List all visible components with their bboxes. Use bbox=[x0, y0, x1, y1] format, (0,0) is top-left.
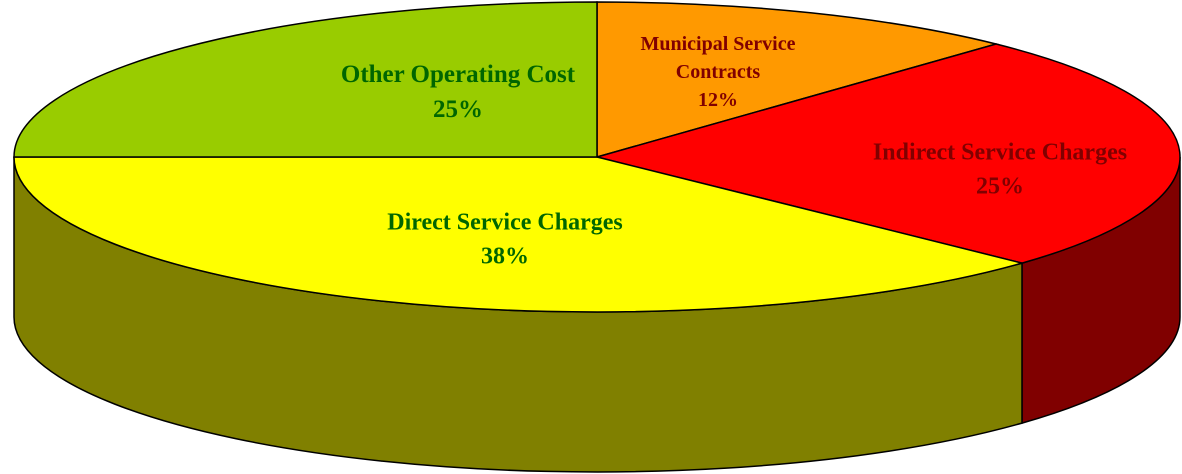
slice-value: 25% bbox=[433, 96, 483, 123]
slice-value: 25% bbox=[976, 173, 1024, 199]
slice-name: Direct Service Charges bbox=[387, 209, 623, 236]
slice-value: 38% bbox=[481, 243, 529, 269]
pie-slice bbox=[13, 156, 1025, 313]
slice-label: Direct Service Charges 38% bbox=[375, 206, 635, 273]
pie-slice bbox=[594, 43, 1181, 264]
slice-label: Other Operating Cost 25% bbox=[308, 57, 608, 127]
slice-label: Indirect Service Charges 25% bbox=[870, 136, 1130, 203]
slice-value: 12% bbox=[698, 89, 738, 111]
slice-label: Municipal Service Contracts 12% bbox=[598, 30, 838, 114]
slice-name: Municipal Service Contracts bbox=[640, 33, 796, 83]
pie-slice bbox=[13, 1, 598, 158]
slice-name: Indirect Service Charges bbox=[872, 139, 1128, 166]
pie-slice bbox=[596, 1, 1000, 158]
slice-name: Other Operating Cost bbox=[340, 61, 576, 88]
